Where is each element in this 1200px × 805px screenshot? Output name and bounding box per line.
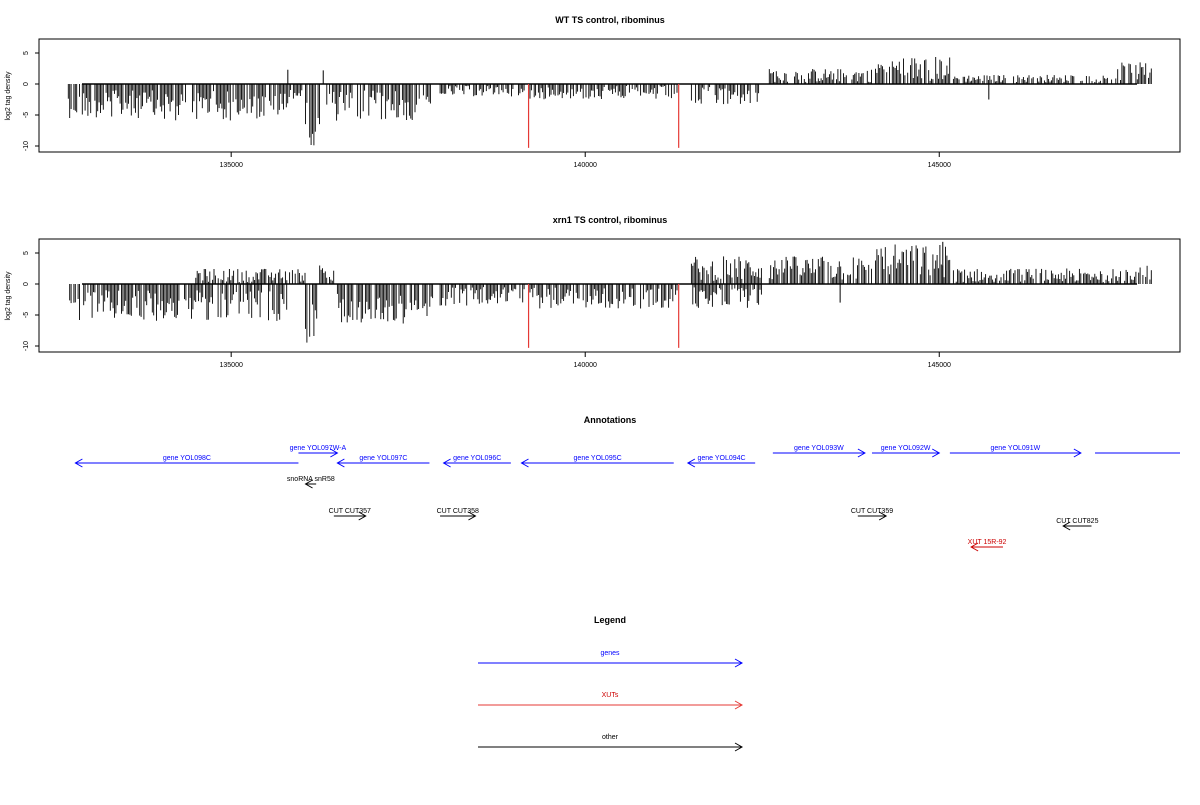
wt-plot-frame (38, 38, 1181, 153)
xrn1-y-tick-label: -10 (23, 341, 30, 351)
annotation-label: XUT 15R-92 (968, 539, 1007, 546)
annotation-arrowhead (970, 542, 979, 552)
annotation-feature: gene YOL098C (74, 455, 299, 468)
annotation-arrowhead (1073, 448, 1082, 458)
annotation-feature: gene YOL094C (686, 455, 756, 468)
annotation-label: CUT CUT359 (851, 508, 893, 515)
xrn1-y-tick-label: 5 (23, 251, 30, 255)
legend-title: Legend (594, 615, 626, 625)
annotation-label: gene YOL091W (991, 445, 1041, 452)
annotation-label: gene YOL098C (163, 455, 211, 462)
annotation-feature: snoRNA snR58 (287, 476, 335, 489)
xrn1-x-tick-label: 145000 (928, 362, 951, 369)
wt-x-tick-label: 140000 (574, 162, 597, 169)
annotation-arrowhead (442, 458, 451, 468)
wt-signal-bars (67, 57, 1152, 146)
wt-y-tick-label: -5 (23, 112, 30, 118)
wt-y-tick-label: 5 (23, 51, 30, 55)
wt-y-axis-label: log2 tag density (5, 71, 12, 121)
wt-red-markers (527, 84, 680, 148)
annotation-arrowhead (932, 448, 941, 458)
annotation-feature: gene YOL097W-A (290, 445, 347, 458)
annotation-feature: XUT 15R-92 (968, 539, 1007, 552)
xrn1-signal-bars (69, 241, 1152, 343)
annotation-arrowhead (304, 479, 313, 489)
annotation-label: snoRNA snR58 (287, 476, 335, 483)
annotation-feature: gene YOL097C (336, 455, 430, 468)
annotation-label: gene YOL096C (453, 455, 501, 462)
annotation-label: gene YOL094C (697, 455, 745, 462)
legend-item: other (478, 734, 744, 752)
xrn1-axes: -10 -5 0 5 135000 140000 145000 (23, 251, 951, 369)
wt-axes: -10 -5 0 5 135000 140000 145000 (23, 51, 951, 169)
legend-item: genes (478, 650, 744, 668)
annotation-label: CUT CUT825 (1056, 518, 1098, 525)
xrn1-x-tick-label: 135000 (220, 362, 243, 369)
xrn1-y-tick-label: 0 (23, 282, 30, 286)
annotation-feature: gene YOL091W (949, 445, 1082, 458)
annotation-feature: CUT CUT358 (437, 508, 479, 521)
annotation-arrowhead (336, 458, 345, 468)
annotation-arrowhead (468, 511, 477, 521)
annotation-arrowhead (878, 511, 888, 521)
wt-track-panel: WT TS control, ribominus log2 tag densit… (5, 15, 1181, 169)
wt-track-title: WT TS control, ribominus (555, 15, 665, 25)
annotation-feature: CUT CUT357 (329, 508, 371, 521)
wt-x-tick-label: 135000 (220, 162, 243, 169)
legend-item-arrowhead (734, 700, 744, 710)
annotations-title: Annotations (584, 415, 637, 425)
legend-item-label: other (602, 734, 619, 741)
annotation-label: CUT CUT357 (329, 508, 371, 515)
annotation-label: gene YOL097C (359, 455, 407, 462)
legend-item-arrowhead (734, 742, 744, 752)
annotation-label: CUT CUT358 (437, 508, 479, 515)
annotation-feature: gene YOL095C (520, 455, 674, 468)
legend-items: genes XUTs other (478, 650, 744, 752)
wt-y-tick-label: 0 (23, 82, 30, 86)
legend-item-label: XUTs (602, 692, 619, 699)
annotation-feature: gene YOL096C (442, 455, 511, 468)
xrn1-red-markers (527, 284, 680, 348)
annotation-arrowhead (857, 448, 866, 458)
legend-item-arrowhead (734, 658, 744, 668)
annotation-arrowhead (520, 458, 529, 468)
annotation-label: gene YOL092W (881, 445, 931, 452)
xrn1-y-axis-label: log2 tag density (5, 271, 12, 321)
xrn1-y-tick-label: -5 (23, 312, 30, 318)
wt-x-tick-label: 145000 (928, 162, 951, 169)
wt-y-tick-label: -10 (23, 141, 30, 151)
xrn1-track-title: xrn1 TS control, ribominus (553, 215, 668, 225)
annotation-feature: CUT CUT825 (1056, 518, 1099, 531)
annotation-label: gene YOL095C (574, 455, 622, 462)
annotation-features: gene YOL098C gene YOL097W-A gene YOL097C ge… (74, 445, 1180, 552)
annotation-arrowhead (74, 458, 83, 468)
annotation-label: gene YOL093W (794, 445, 844, 452)
annotation-feature: gene YOL092W (871, 445, 941, 458)
annotation-feature: gene YOL093W (772, 445, 866, 458)
annotation-arrowhead (686, 458, 696, 468)
annotation-arrowhead (330, 448, 339, 458)
legend-item: XUTs (478, 692, 744, 710)
annotation-feature: CUT CUT359 (851, 508, 893, 521)
xrn1-x-tick-label: 140000 (574, 362, 597, 369)
legend-item-label: genes (600, 650, 620, 657)
annotation-arrowhead (358, 511, 367, 521)
xrn1-track-panel: xrn1 TS control, ribominus log2 tag dens… (5, 215, 1181, 369)
legend-panel: Legend genes XUTs other (478, 615, 744, 752)
annotation-label: gene YOL097W-A (290, 445, 347, 452)
annotation-arrowhead (1062, 521, 1071, 531)
